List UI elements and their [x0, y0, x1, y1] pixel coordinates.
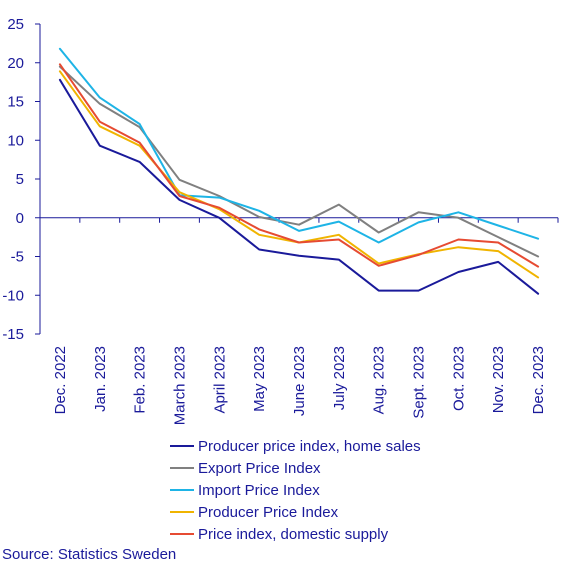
x-tick-label: May 2023: [251, 346, 268, 412]
x-tick-label: Sept. 2023: [411, 346, 428, 419]
y-axis: 25 20 15 10 5 0 -5 -10 -15: [2, 16, 41, 343]
series-lines: [58, 47, 540, 295]
x-tick-label: June 2023: [291, 346, 308, 416]
legend-label: Export Price Index: [198, 460, 321, 477]
legend-label: Producer price index, home sales: [198, 438, 421, 455]
legend-label: Price index, domestic supply: [198, 526, 389, 543]
y-tick-label: 0: [16, 210, 24, 227]
x-tick-label: Jan. 2023: [92, 346, 109, 412]
x-tick-label: March 2023: [171, 346, 188, 425]
series-line: [58, 65, 540, 258]
x-tick-label: July 2023: [331, 346, 348, 410]
x-axis: Dec. 2022 Jan. 2023 Feb. 2023 March 2023 Apr…: [39, 217, 559, 425]
source-note: Source: Statistics Sweden: [2, 546, 177, 563]
legend-label: Import Price Index: [198, 482, 320, 499]
y-tick-label: -5: [11, 249, 24, 266]
legend: Producer price index, home sales Export P…: [170, 438, 421, 543]
series-line: [58, 63, 540, 268]
x-tick-label: Dec. 2022: [52, 346, 69, 414]
x-tick-label: Feb. 2023: [132, 346, 149, 414]
y-tick-label: -15: [2, 326, 24, 343]
x-tick-label: Oct. 2023: [450, 346, 467, 411]
series-line: [58, 47, 540, 244]
x-tick-label: Dec. 2023: [530, 346, 547, 414]
x-tick-label: Nov. 2023: [490, 346, 507, 413]
y-tick-label: 5: [16, 171, 24, 188]
y-tick-label: 10: [7, 132, 24, 149]
series-line: [58, 78, 540, 295]
series-line: [58, 70, 540, 279]
y-tick-label: 15: [7, 94, 24, 111]
x-tick-label: April 2023: [211, 346, 228, 414]
y-tick-label: -10: [2, 287, 24, 304]
x-tick-label: Aug. 2023: [371, 346, 388, 414]
y-tick-label: 20: [7, 55, 24, 72]
y-tick-label: 25: [7, 16, 24, 33]
legend-label: Producer Price Index: [198, 504, 339, 521]
